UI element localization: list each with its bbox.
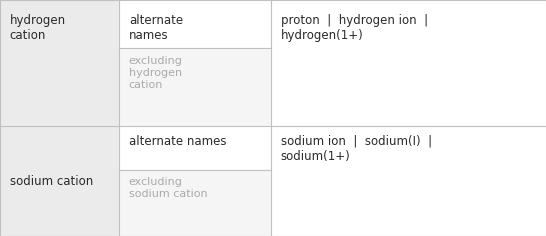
Bar xyxy=(271,0,546,126)
Text: sodium cation: sodium cation xyxy=(10,175,93,188)
Text: excluding
sodium cation: excluding sodium cation xyxy=(129,177,207,199)
Text: sodium ion  |  sodium(I)  |
sodium(1+): sodium ion | sodium(I) | sodium(1+) xyxy=(281,135,432,163)
Bar xyxy=(119,0,271,48)
Bar xyxy=(271,126,546,236)
Bar xyxy=(119,126,271,170)
Text: alternate names: alternate names xyxy=(129,135,227,148)
Bar xyxy=(119,48,271,126)
Bar xyxy=(0,0,119,126)
Text: alternate
names: alternate names xyxy=(129,14,183,42)
Bar xyxy=(0,126,119,236)
Text: proton  |  hydrogen ion  |
hydrogen(1+): proton | hydrogen ion | hydrogen(1+) xyxy=(281,14,428,42)
Text: hydrogen
cation: hydrogen cation xyxy=(10,14,66,42)
Text: excluding
hydrogen
cation: excluding hydrogen cation xyxy=(129,56,183,90)
Bar xyxy=(119,170,271,236)
